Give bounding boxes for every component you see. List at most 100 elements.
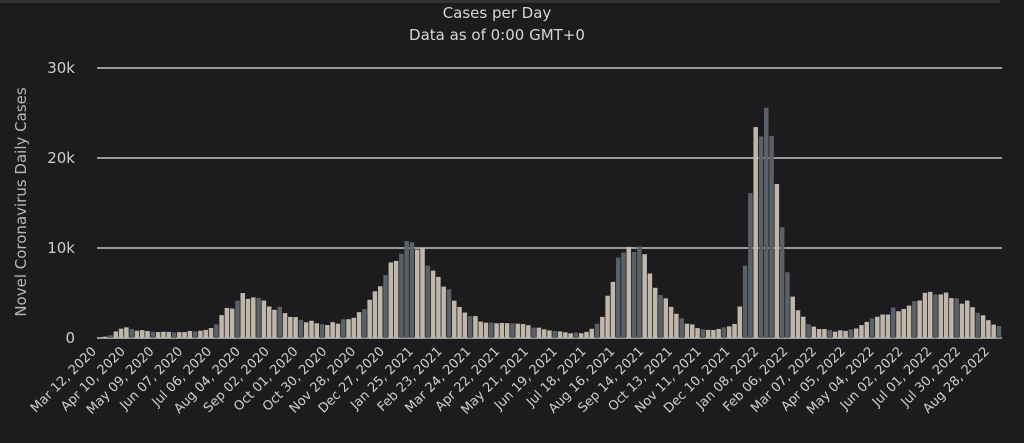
bar [689,324,695,338]
bar [996,325,1002,338]
bar [668,306,674,338]
bar [853,328,859,338]
bar [499,322,505,338]
bar [208,328,214,338]
bar [240,293,245,338]
bar [330,322,335,338]
bar [166,331,171,338]
y-tick-label: 30k [47,59,75,77]
bar [563,332,568,338]
bar [980,315,986,338]
bar [446,289,452,338]
bar [568,333,573,338]
bar [536,327,542,338]
bar [483,322,489,338]
bar [404,241,409,338]
bar [975,312,981,338]
bar [695,328,700,338]
bar [282,313,288,338]
bar [489,322,494,338]
bar [838,330,843,338]
bar [816,329,822,338]
y-ticks: 0 10k 20k 30k [47,59,75,347]
bar [134,330,140,338]
bar [113,331,119,338]
bar [256,297,261,338]
bar [298,319,304,338]
bar [933,294,938,338]
y-tick-label: 20k [47,149,75,167]
bar [859,325,864,338]
bar [118,328,124,338]
bar [203,329,208,338]
bar [806,324,811,338]
bar [557,331,563,338]
bar [674,313,679,338]
bar [753,127,758,338]
bar [970,307,975,338]
bar [790,296,795,338]
bar [372,291,378,338]
bar [679,318,684,338]
bar [140,330,145,338]
bar [124,327,129,338]
bar [171,332,177,338]
bars [103,107,1002,338]
bar [642,254,647,338]
bar [964,300,970,338]
bar [811,326,817,338]
bar [943,292,949,338]
bar [367,299,372,338]
bar [552,330,557,338]
bar [531,327,536,338]
bar [261,300,267,338]
bar [652,287,658,338]
bar [758,136,764,338]
bar [415,249,420,338]
bar [192,331,198,338]
bar [314,323,320,338]
bar [319,324,325,338]
bar [721,327,727,338]
bar [457,306,462,338]
bar [335,323,341,338]
bar [711,330,716,338]
bar [452,300,457,338]
bar [526,325,531,338]
bar [727,326,732,338]
bar [631,252,637,338]
bar [663,298,669,338]
bar [890,307,896,338]
bar [520,324,526,338]
bar [547,330,552,338]
bar [510,323,515,338]
bar [647,273,653,338]
bar [436,276,441,338]
bar [340,319,346,338]
bar [425,265,431,338]
chart-title: Cases per Day [443,4,552,22]
bar [129,328,134,338]
bar [684,323,690,338]
bar [251,297,256,338]
bar [219,315,224,338]
bar [303,322,309,338]
bar [578,333,584,338]
bar [605,295,610,338]
bar [822,329,827,338]
bar [991,324,996,338]
bar [224,307,230,338]
bar [309,320,314,338]
bar [473,316,478,338]
bar [462,312,468,338]
bar [388,262,394,338]
bar [351,317,357,338]
bar [880,314,885,338]
bar [621,252,626,338]
bar [589,328,595,338]
bar [399,253,404,338]
bar [277,306,282,338]
bar [504,323,510,338]
bar [658,295,663,338]
